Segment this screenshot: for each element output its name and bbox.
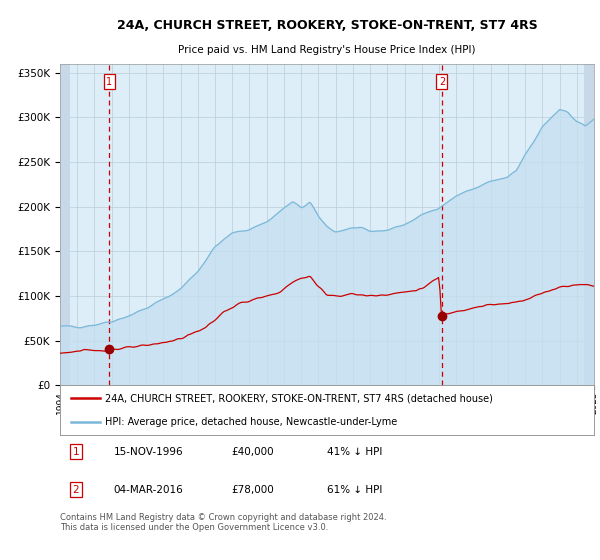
Text: 24A, CHURCH STREET, ROOKERY, STOKE-ON-TRENT, ST7 4RS: 24A, CHURCH STREET, ROOKERY, STOKE-ON-TR… — [116, 19, 538, 32]
Bar — [60, 64, 70, 385]
Text: 2: 2 — [73, 484, 79, 494]
Text: 61% ↓ HPI: 61% ↓ HPI — [327, 484, 382, 494]
Text: 15-NOV-1996: 15-NOV-1996 — [113, 446, 183, 456]
Text: HPI: Average price, detached house, Newcastle-under-Lyme: HPI: Average price, detached house, Newc… — [106, 417, 398, 427]
Text: 1: 1 — [73, 446, 79, 456]
Text: £78,000: £78,000 — [231, 484, 274, 494]
Text: 04-MAR-2016: 04-MAR-2016 — [113, 484, 183, 494]
Text: 24A, CHURCH STREET, ROOKERY, STOKE-ON-TRENT, ST7 4RS (detached house): 24A, CHURCH STREET, ROOKERY, STOKE-ON-TR… — [106, 393, 493, 403]
Text: 1: 1 — [106, 77, 113, 87]
Text: Price paid vs. HM Land Registry's House Price Index (HPI): Price paid vs. HM Land Registry's House … — [178, 45, 476, 55]
Text: 2: 2 — [439, 77, 445, 87]
Text: £40,000: £40,000 — [231, 446, 274, 456]
Text: 41% ↓ HPI: 41% ↓ HPI — [327, 446, 382, 456]
Bar — [584, 64, 594, 385]
Text: Contains HM Land Registry data © Crown copyright and database right 2024.
This d: Contains HM Land Registry data © Crown c… — [60, 513, 386, 532]
